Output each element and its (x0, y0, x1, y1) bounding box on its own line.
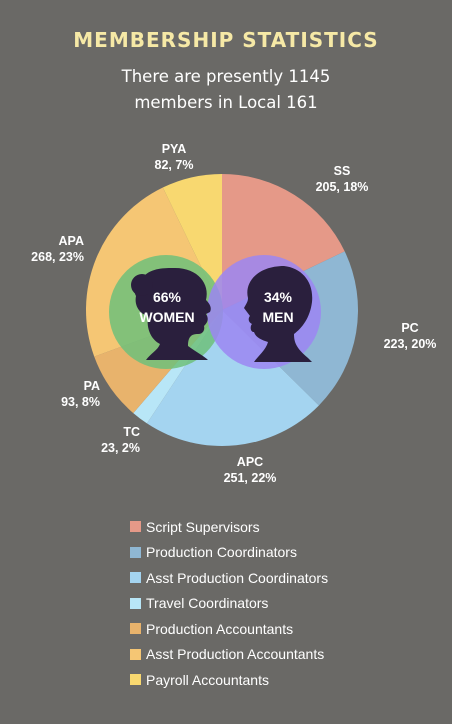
slice-label-apa: APA (59, 234, 84, 248)
legend-item-pa: Production Accountants (130, 616, 328, 642)
woman-silhouette-icon (134, 268, 211, 360)
legend: Script Supervisors Production Coordinator… (130, 514, 328, 693)
subtitle-line-1: There are presently 1145 (121, 67, 331, 86)
slice-value-pya: 82, 7% (155, 158, 194, 172)
gender-pct-men: 34% (264, 289, 293, 305)
slice-label-ss: SS (334, 164, 351, 178)
legend-item-pya: Payroll Accountants (130, 667, 328, 693)
legend-item-apa: Asst Production Accountants (130, 642, 328, 668)
chart-subtitle: There are presently 1145 members in Loca… (96, 64, 356, 116)
legend-label: Production Coordinators (146, 544, 297, 561)
membership-pie-chart: 66% WOMEN 34% MEN SS 205, 18% PC 223, 20% APC 25… (31, 142, 436, 485)
slice-label-pc: PC (401, 321, 418, 335)
gender-pct-women: 66% (153, 289, 182, 305)
gender-label-women: WOMEN (139, 309, 194, 325)
hair-bun-icon (131, 274, 153, 296)
slice-label-tc: TC (123, 425, 140, 439)
legend-label: Production Accountants (146, 620, 294, 637)
legend-label: Asst Production Accountants (146, 646, 325, 663)
legend-item-apc: Asst Production Coordinators (130, 565, 328, 591)
legend-label: Payroll Accountants (146, 671, 269, 688)
legend-swatch (130, 623, 141, 635)
slice-value-apc: 251, 22% (224, 471, 277, 485)
legend-label: Travel Coordinators (146, 595, 269, 612)
legend-swatch (130, 674, 141, 686)
gender-venn: 66% WOMEN 34% MEN (109, 255, 321, 369)
legend-swatch (130, 648, 141, 660)
chart-title: MEMBERSHIP STATISTICS (73, 28, 379, 52)
slice-label-pa: PA (84, 379, 100, 393)
slice-value-pc: 223, 20% (384, 337, 437, 351)
slice-label-apc: APC (237, 455, 263, 469)
legend-swatch (130, 546, 141, 558)
legend-item-pc: Production Coordinators (130, 540, 328, 566)
legend-label: Asst Production Coordinators (146, 569, 329, 586)
legend-label: Script Supervisors (146, 518, 260, 535)
legend-swatch (130, 521, 141, 533)
gender-label-men: MEN (262, 309, 293, 325)
legend-swatch (130, 572, 141, 584)
man-silhouette-icon (244, 266, 313, 362)
slice-value-apa: 268, 23% (31, 250, 84, 264)
slice-labels: SS 205, 18% PC 223, 20% APC 251, 22% TC 23, 2% P… (31, 142, 436, 485)
legend-item-tc: Travel Coordinators (130, 591, 328, 617)
slice-value-pa: 93, 8% (61, 395, 100, 409)
legend-item-ss: Script Supervisors (130, 514, 328, 540)
slice-value-tc: 23, 2% (101, 441, 140, 455)
slice-label-pya: PYA (162, 142, 187, 156)
subtitle-line-2: members in Local 161 (134, 93, 318, 112)
legend-swatch (130, 597, 141, 609)
slice-value-ss: 205, 18% (316, 180, 369, 194)
pie-slice-apc (146, 310, 319, 446)
